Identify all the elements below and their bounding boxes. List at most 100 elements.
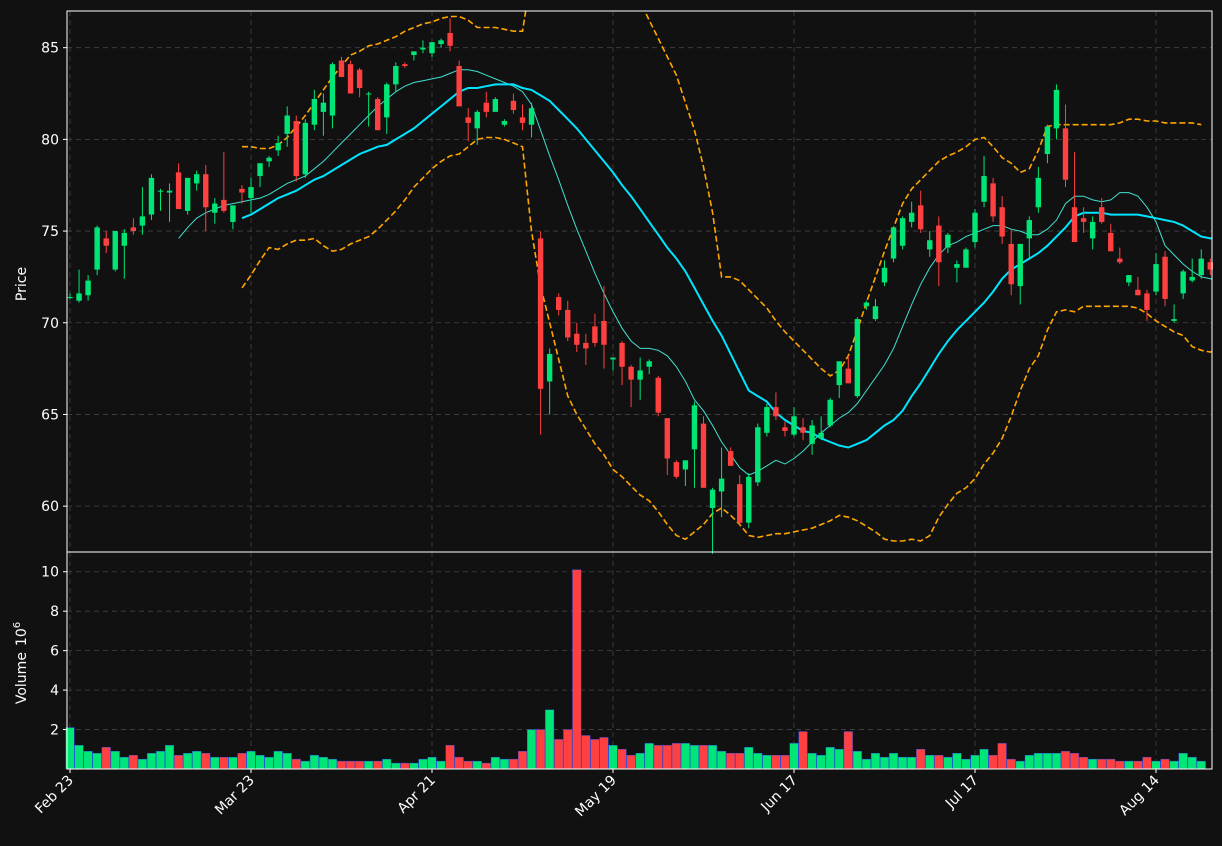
volume-bar-up xyxy=(255,754,265,770)
volume-bar-up xyxy=(146,753,156,770)
volume-bar-down xyxy=(1115,760,1125,770)
volume-bar-up xyxy=(1088,758,1098,770)
candle-body-up xyxy=(972,212,978,243)
candle-body-down xyxy=(556,297,562,310)
volume-tick-label: 8 xyxy=(50,604,59,620)
volume-bar-down xyxy=(735,753,745,770)
volume-bar-down xyxy=(934,754,944,770)
candle-body-up xyxy=(836,361,842,386)
candle-body-down xyxy=(356,69,363,89)
candle-body-up xyxy=(546,353,553,382)
volume-bar-up xyxy=(490,756,500,770)
volume-bar-down xyxy=(617,749,627,770)
candle-body-up xyxy=(809,425,815,444)
candle-body-down xyxy=(918,205,924,230)
volume-bar-up xyxy=(74,745,84,770)
candle-body-up xyxy=(528,108,535,125)
volume-bar-up xyxy=(382,758,392,770)
candle-body-up xyxy=(67,297,73,299)
volume-bar-down xyxy=(237,753,247,770)
volume-tick-label: 2 xyxy=(50,723,59,739)
candle-body-down xyxy=(845,368,851,384)
candle-body-down xyxy=(519,117,526,123)
volume-bar-up xyxy=(300,760,310,770)
candle-body-down xyxy=(465,117,471,123)
candle-body-up xyxy=(248,187,254,199)
volume-bar-up xyxy=(880,756,890,770)
volume-bar-down xyxy=(780,754,790,770)
candle-body-up xyxy=(682,460,689,470)
volume-axis-label: Volume 106 xyxy=(12,622,30,704)
candle-body-up xyxy=(157,190,164,192)
volume-bar-up xyxy=(83,751,93,770)
candle-body-up xyxy=(899,218,906,246)
volume-bar-up xyxy=(907,756,917,770)
candle-body-up xyxy=(890,227,897,259)
volume-bar-up xyxy=(1015,760,1025,770)
candle-body-down xyxy=(592,326,598,343)
volume-bar-down xyxy=(554,739,564,770)
short-moving-average-line xyxy=(178,69,1212,476)
volume-bar-up xyxy=(680,743,690,770)
volume-bar-up xyxy=(1051,753,1061,770)
volume-bar-down xyxy=(373,760,383,770)
candle-body-down xyxy=(1008,243,1014,285)
candle-body-up xyxy=(963,249,969,268)
candle-body-up xyxy=(94,227,100,270)
candle-body-down xyxy=(293,121,299,177)
candle-body-up xyxy=(1126,275,1132,283)
candle-body-up xyxy=(184,177,191,211)
candle-body-up xyxy=(230,205,236,222)
volume-bar-up xyxy=(762,754,772,770)
volume-bar-down xyxy=(662,745,672,770)
volume-bar-down xyxy=(726,753,736,770)
candle-body-up xyxy=(212,203,218,213)
volume-bar-up xyxy=(228,756,238,770)
volume-bar-down xyxy=(599,737,609,770)
candle-body-down xyxy=(800,427,806,433)
volume-bar-up xyxy=(1124,760,1134,770)
candle-body-up xyxy=(1171,319,1177,321)
candle-body-up xyxy=(302,122,308,175)
volume-bar-up xyxy=(391,762,401,770)
price-tick-label: 75 xyxy=(41,224,59,240)
volume-bar-up xyxy=(155,751,165,770)
candle-body-up xyxy=(438,40,444,45)
candle-body-up xyxy=(393,66,399,85)
volume-bar-down xyxy=(572,569,582,770)
candle-body-down xyxy=(130,227,137,232)
volume-bar-down xyxy=(1097,758,1107,770)
candle-body-down xyxy=(175,172,182,210)
price-axis-label: Price xyxy=(14,267,30,301)
candle-body-up xyxy=(365,93,372,95)
volume-bar-up xyxy=(753,753,763,770)
candle-body-down xyxy=(203,174,209,208)
candle-body-up xyxy=(85,280,91,296)
volume-bar-down xyxy=(1079,756,1089,770)
volume-bar-down xyxy=(346,760,356,770)
volume-bar-down xyxy=(916,749,926,770)
price-tick-label: 65 xyxy=(41,407,59,423)
candle-body-up xyxy=(872,306,879,320)
candle-body-up xyxy=(257,163,263,177)
volume-bar-down xyxy=(1160,758,1170,770)
candle-body-up xyxy=(266,157,272,162)
candle-body-up xyxy=(474,111,480,129)
volume-bar-up xyxy=(807,753,817,770)
bollinger-upper-band xyxy=(242,11,1202,377)
volume-bar-down xyxy=(590,739,600,770)
volume-bar-up xyxy=(870,753,880,770)
volume-bar-up xyxy=(889,753,899,770)
candle-body-down xyxy=(239,188,245,193)
candle-body-down xyxy=(1162,256,1168,299)
volume-bar-up xyxy=(952,753,962,770)
volume-tick-label: 4 xyxy=(50,683,59,699)
volume-bar-up xyxy=(92,753,102,770)
volume-bar-down xyxy=(128,754,138,770)
volume-bar-up xyxy=(364,760,374,770)
volume-bar-down xyxy=(671,743,681,770)
candlesticks xyxy=(67,18,1213,554)
candle-body-down xyxy=(103,238,109,246)
candle-body-down xyxy=(510,100,517,111)
volume-bar-up xyxy=(264,756,274,770)
